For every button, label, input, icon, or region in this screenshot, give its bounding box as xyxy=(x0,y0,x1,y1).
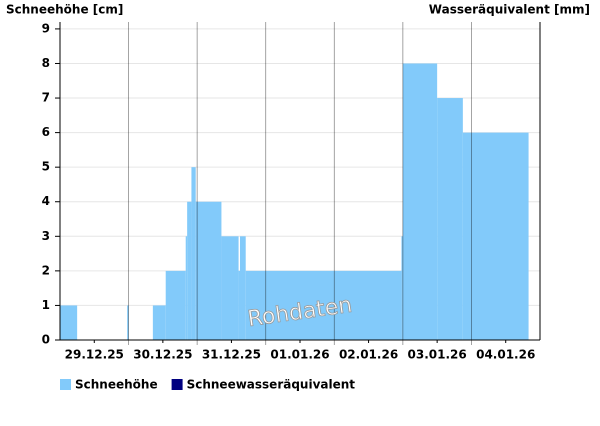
bar xyxy=(401,236,403,340)
y-tick-label: 4 xyxy=(42,194,50,208)
x-tick-label: 01.01.26 xyxy=(270,348,329,362)
x-tick-label: 02.01.26 xyxy=(339,348,398,362)
bar xyxy=(191,167,196,340)
bar xyxy=(437,98,463,340)
bar xyxy=(165,270,186,340)
bar xyxy=(195,201,222,340)
x-tick-label: 03.01.26 xyxy=(408,348,467,362)
bar xyxy=(402,63,438,340)
y-tick-label: 9 xyxy=(42,21,50,35)
x-tick-label: 31.12.25 xyxy=(202,348,261,362)
legend-swatch xyxy=(171,379,183,390)
x-tick-label: 30.12.25 xyxy=(133,348,192,362)
bar xyxy=(152,305,166,340)
x-tick-label: 29.12.25 xyxy=(65,348,124,362)
bar xyxy=(187,201,192,340)
x-tick-label: 04.01.26 xyxy=(476,348,535,362)
y-tick-label: 0 xyxy=(42,333,50,347)
bar xyxy=(221,236,239,340)
bar xyxy=(238,270,240,340)
y-tick-label: 8 xyxy=(42,56,50,70)
y-axis-title: Schneehöhe [cm] xyxy=(6,3,123,17)
bar xyxy=(240,236,246,340)
y-tick-label: 6 xyxy=(42,125,50,139)
bar xyxy=(127,305,129,340)
legend-label: Schneewasseräquivalent xyxy=(187,378,356,392)
y2-axis-title: Wasseräquivalent [mm] xyxy=(429,3,590,17)
legend-label: Schneehöhe xyxy=(75,378,158,392)
y-tick-label: 2 xyxy=(42,263,50,277)
bar xyxy=(462,132,529,340)
bar xyxy=(185,236,188,340)
y-tick-label: 3 xyxy=(42,229,50,243)
y-tick-label: 5 xyxy=(42,160,50,174)
y-tick-label: 1 xyxy=(42,298,50,312)
bar xyxy=(60,305,78,340)
legend-swatch xyxy=(60,379,71,390)
y-tick-label: 7 xyxy=(42,91,50,105)
bar xyxy=(245,270,402,340)
